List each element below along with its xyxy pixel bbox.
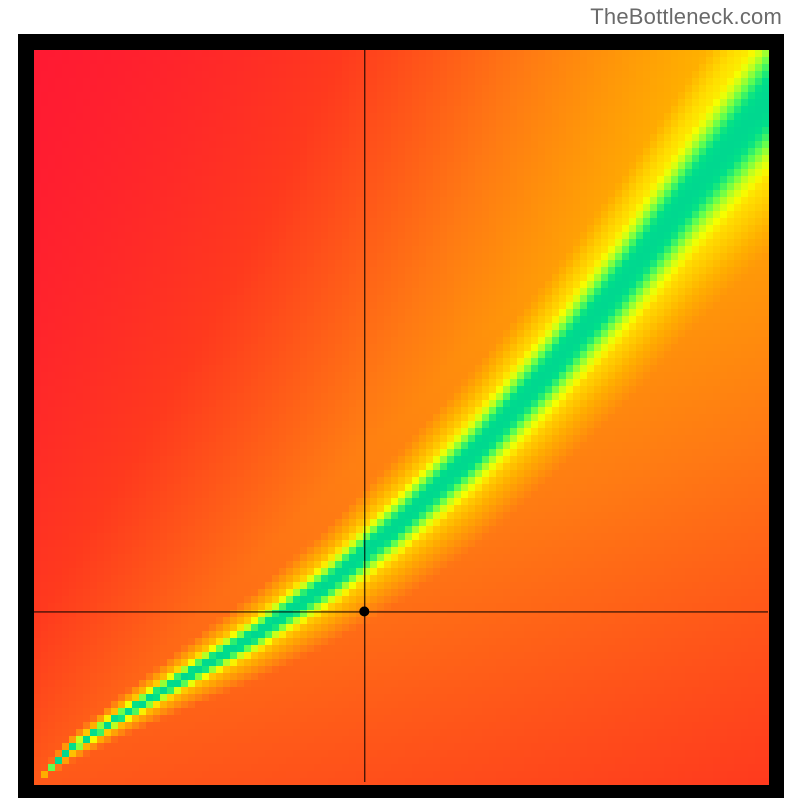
chart-stage: TheBottleneck.com <box>0 0 800 800</box>
bottleneck-heatmap <box>0 0 800 800</box>
watermark-text: TheBottleneck.com <box>590 4 782 30</box>
